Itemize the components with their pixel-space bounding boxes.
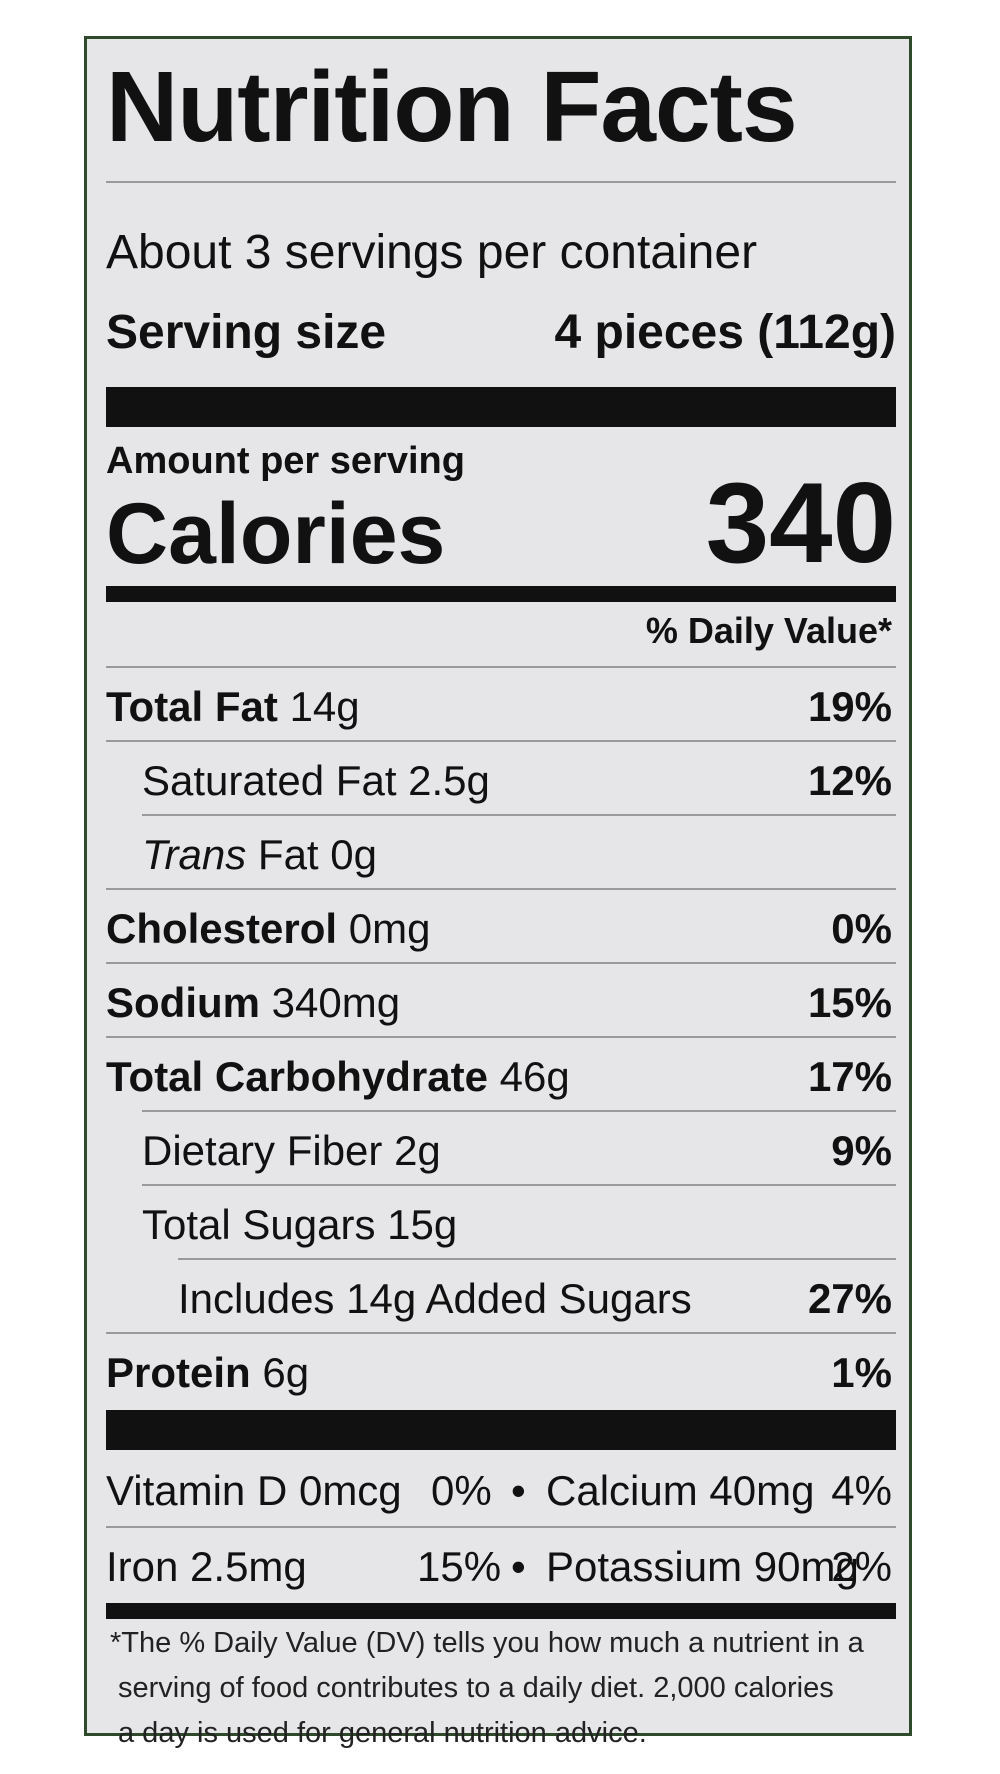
nutrient-row-trans-fat: Trans Fat 0g [106, 816, 896, 890]
potassium-amount: Potassium 90mg [546, 1543, 859, 1590]
nutrient-row-total-fat: Total Fat 14g 19% [106, 668, 896, 742]
row-divider [178, 1258, 896, 1260]
nutrient-name: Fat [257, 831, 319, 878]
servings-per-container: About 3 servings per container [106, 226, 758, 279]
divider-medium-bar [106, 1603, 896, 1619]
nutrient-amount: 15g [387, 1201, 458, 1248]
row-divider [106, 1332, 896, 1334]
nutrient-row-total-sugars: Total Sugars 15g [106, 1186, 896, 1260]
nutrient-row-added-sugars: Includes 14g Added Sugars 27% [106, 1260, 896, 1334]
nutrient-name: Total Fat [106, 683, 278, 730]
nutrient-label: Total Carbohydrate 46g [106, 1056, 570, 1098]
nutrient-label: Sodium 340mg [106, 982, 400, 1024]
divider-medium-bar [106, 586, 896, 602]
nutrient-row-protein: Protein 6g 1% [106, 1334, 896, 1408]
nutrient-label: Dietary Fiber 2g [142, 1130, 441, 1172]
nutrient-label: Protein 6g [106, 1352, 309, 1394]
nutrient-label: Trans Fat 0g [142, 834, 377, 876]
nutrient-label: Saturated Fat 2.5g [142, 760, 490, 802]
nutrient-daily-value: 19% [807, 683, 892, 730]
nutrient-amount: 6g [262, 1349, 310, 1396]
nutrient-name: Saturated Fat [142, 757, 397, 804]
nutrient-name: Cholesterol [106, 905, 338, 952]
iron-daily-value: 15% [417, 1543, 502, 1590]
row-divider [106, 740, 896, 742]
nutrient-row-dietary-fiber: Dietary Fiber 2g 9% [106, 1112, 896, 1186]
calcium-amount: Calcium 40mg [546, 1467, 815, 1514]
serving-size-value: 4 pieces (112g) [554, 306, 896, 359]
daily-value-header: % Daily Value* [645, 610, 892, 651]
nutrient-name-italic: Trans [142, 831, 247, 878]
vitamin-d-amount: Vitamin D 0mcg [106, 1467, 402, 1514]
row-divider [106, 888, 896, 890]
divider-thin [106, 666, 896, 668]
nutrient-amount: 14g [289, 683, 360, 730]
vitamin-row-2: Iron 2.5mg 15% • Potassium 90mg 2% [106, 1528, 896, 1602]
nutrient-amount: 46g [499, 1053, 570, 1100]
row-divider [142, 1110, 896, 1112]
nutrient-amount: 0mg [348, 905, 431, 952]
footnote-line: a day is used for general nutrition advi… [118, 1717, 647, 1749]
amount-per-serving: Amount per serving [106, 440, 465, 482]
vitamin-d-daily-value: 0% [431, 1467, 492, 1514]
divider-thin [106, 1526, 896, 1528]
nutrient-daily-value: 1% [831, 1349, 892, 1396]
daily-value-footnote: *The % Daily Value (DV) tells you how mu… [110, 1621, 896, 1756]
nutrient-daily-value: 0% [831, 905, 892, 952]
nutrient-label: Total Fat 14g [106, 686, 360, 728]
row-divider [106, 962, 896, 964]
nutrient-daily-value: 15% [807, 979, 892, 1026]
nutrient-daily-value: 17% [807, 1053, 892, 1100]
nutrient-row-cholesterol: Cholesterol 0mg 0% [106, 890, 896, 964]
bullet-separator: • [511, 1467, 526, 1514]
nutrient-row-saturated-fat: Saturated Fat 2.5g 12% [106, 742, 896, 816]
footnote-line: *The % Daily Value (DV) tells you how mu… [110, 1627, 864, 1659]
nutrient-row-sodium: Sodium 340mg 15% [106, 964, 896, 1038]
divider-thick-bar [106, 387, 896, 427]
label-title: Nutrition Facts [106, 51, 798, 163]
nutrient-amount: 0g [330, 831, 377, 878]
bullet-separator: • [511, 1543, 526, 1590]
row-divider [106, 1036, 896, 1038]
row-divider [142, 814, 896, 816]
nutrient-amount: 2g [394, 1127, 441, 1174]
divider-thin [106, 181, 896, 183]
nutrient-name: Protein [106, 1349, 251, 1396]
nutrient-amount: 2.5g [408, 757, 490, 804]
nutrient-name: Total Carbohydrate [106, 1053, 488, 1100]
nutrient-row-total-carbohydrate: Total Carbohydrate 46g 17% [106, 1038, 896, 1112]
nutrient-label: Cholesterol 0mg [106, 908, 430, 950]
nutrient-name: Total Sugars [142, 1201, 376, 1248]
nutrient-daily-value: 9% [831, 1127, 892, 1174]
row-divider [142, 1184, 896, 1186]
nutrient-label: Includes 14g Added Sugars [178, 1275, 692, 1322]
nutrient-label: Total Sugars 15g [142, 1204, 457, 1246]
iron-amount: Iron 2.5mg [106, 1543, 307, 1590]
calcium-daily-value: 4% [831, 1467, 892, 1514]
nutrient-name: Sodium [106, 979, 260, 1026]
nutrition-facts-content: Nutrition Facts About 3 servings per con… [106, 39, 896, 1749]
potassium-daily-value: 2% [831, 1543, 892, 1590]
nutrient-daily-value: 27% [807, 1275, 892, 1322]
calories-value: 340 [705, 460, 896, 587]
divider-thick-bar [106, 1410, 896, 1450]
serving-size-label: Serving size [106, 306, 387, 359]
footnote-line: serving of food contributes to a daily d… [118, 1672, 834, 1704]
nutrient-amount: 340mg [271, 979, 401, 1026]
nutrient-daily-value: 12% [807, 757, 892, 804]
vitamin-row-1: Vitamin D 0mcg 0% • Calcium 40mg 4% [106, 1452, 896, 1526]
nutrition-facts-panel: Nutrition Facts About 3 servings per con… [84, 36, 912, 1749]
calories-label: Calories [106, 486, 446, 582]
nutrient-name: Dietary Fiber [142, 1127, 383, 1174]
